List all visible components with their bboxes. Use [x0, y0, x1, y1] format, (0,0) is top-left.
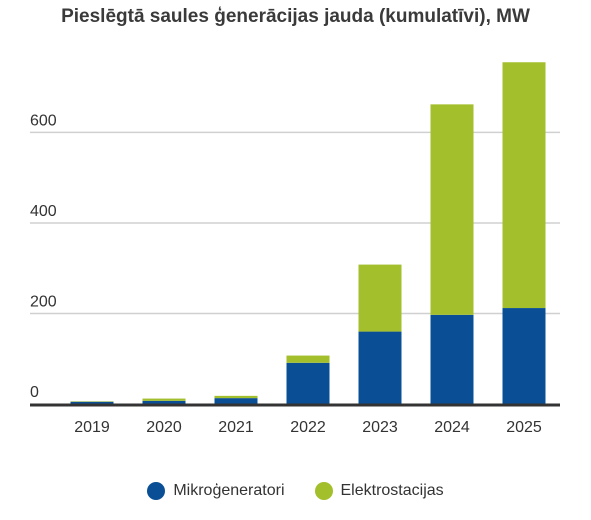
y-tick-labels: 0 200 400 600 [30, 112, 57, 401]
gridlines [30, 131, 560, 315]
bar-segment-mikrogeneratori[interactable] [358, 331, 402, 404]
bar-segment-mikrogeneratori[interactable] [214, 398, 258, 404]
legend-item-elektrostacijas[interactable]: Elektrostacijas [314, 482, 444, 500]
legend-swatch [314, 482, 333, 500]
bar-segment-mikrogeneratori[interactable] [142, 400, 186, 404]
legend: Mikroģeneratori Elektrostacijas [0, 482, 591, 500]
bar-segment-elektrostacijas[interactable] [502, 62, 546, 309]
bar-segment-elektrostacijas[interactable] [214, 395, 258, 399]
bar-segment-elektrostacijas[interactable] [142, 398, 186, 401]
legend-swatch [147, 482, 166, 500]
x-tick-label: 2022 [290, 419, 326, 436]
x-tick-label: 2021 [218, 419, 254, 436]
bar-segment-elektrostacijas[interactable] [430, 104, 474, 315]
bars [70, 62, 546, 404]
legend-label: Mikroģeneratori [173, 482, 285, 499]
legend-item-mikrogeneratori[interactable]: Mikroģeneratori [147, 482, 285, 500]
y-tick-label: 200 [30, 293, 57, 310]
y-tick-label: 600 [30, 112, 57, 129]
bar-segment-elektrostacijas[interactable] [358, 264, 402, 332]
chart-title: Pieslēgtā saules ģenerācijas jauda (kumu… [61, 6, 530, 27]
bar-segment-mikrogeneratori[interactable] [286, 362, 330, 404]
bar-segment-mikrogeneratori[interactable] [502, 308, 546, 404]
legend-label: Elektrostacijas [340, 482, 444, 499]
x-tick-label: 2020 [146, 419, 182, 436]
x-tick-label: 2025 [506, 419, 542, 436]
x-tick-label: 2023 [362, 419, 398, 436]
x-tick-labels: 2019 2020 2021 2022 2023 2024 2025 [74, 419, 542, 436]
x-tick-label: 2019 [74, 419, 110, 436]
bar-segment-elektrostacijas[interactable] [286, 355, 330, 363]
y-tick-label: 400 [30, 203, 57, 220]
bar-segment-mikrogeneratori[interactable] [430, 314, 474, 404]
x-tick-label: 2024 [434, 419, 470, 436]
y-tick-label: 0 [30, 384, 39, 401]
bar-segment-mikrogeneratori[interactable] [70, 401, 114, 404]
